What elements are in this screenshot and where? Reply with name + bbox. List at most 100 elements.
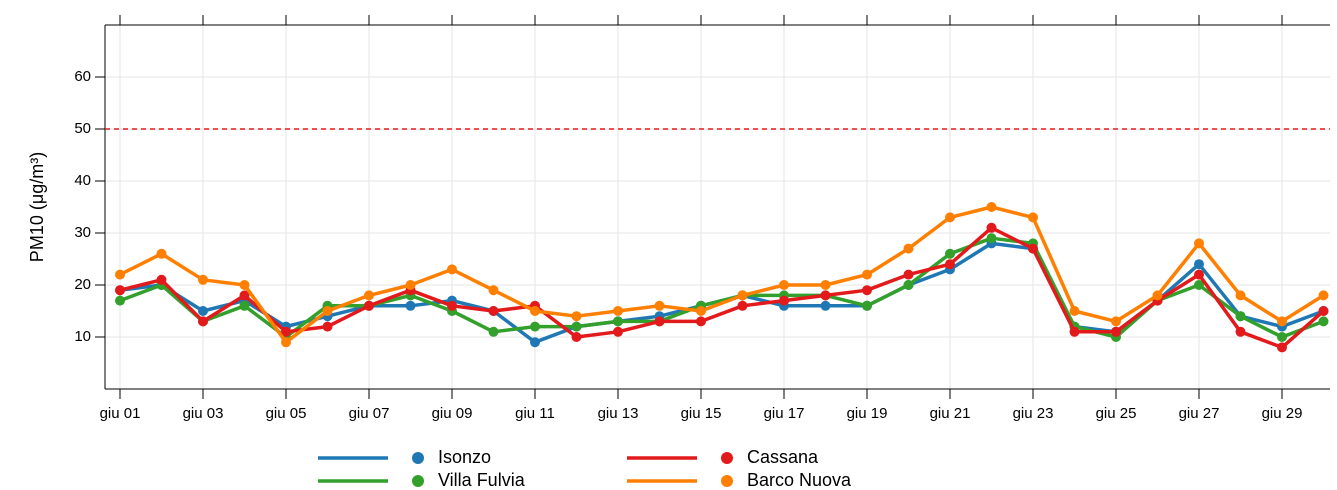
data-point — [986, 233, 997, 244]
x-tick-label: giu 17 — [764, 405, 805, 422]
legend-marker — [721, 452, 733, 464]
data-point — [1028, 243, 1038, 254]
data-point — [696, 306, 706, 316]
data-point — [488, 306, 499, 316]
data-point — [945, 212, 955, 223]
data-point — [945, 259, 955, 270]
y-tick-label: 60 — [74, 68, 91, 85]
data-point — [779, 280, 789, 290]
x-tick-label: giu 19 — [847, 405, 888, 422]
data-point — [115, 269, 125, 280]
data-point — [156, 274, 167, 285]
data-point — [239, 290, 250, 301]
y-tick-label: 50 — [74, 120, 91, 137]
series-line — [119, 236, 1325, 339]
data-point — [862, 285, 872, 296]
data-point — [1194, 259, 1204, 270]
data-point — [613, 306, 623, 316]
data-point — [654, 300, 665, 311]
legend-label: Isonzo — [438, 447, 491, 467]
data-point — [281, 337, 291, 348]
data-point — [281, 326, 291, 337]
data-point — [1277, 316, 1287, 327]
y-tick-label: 40 — [74, 172, 91, 189]
x-tick-label: giu 25 — [1096, 405, 1137, 422]
data-point — [447, 264, 457, 275]
x-tick-label: giu 15 — [681, 405, 722, 422]
data-point — [1194, 238, 1204, 249]
data-point — [903, 280, 914, 290]
legend-label: Villa Fulvia — [438, 470, 526, 490]
data-point — [820, 280, 831, 290]
data-point — [405, 280, 416, 290]
data-point — [1235, 311, 1246, 322]
data-point — [737, 290, 748, 301]
x-tick-label: giu 07 — [349, 405, 390, 422]
data-point — [737, 300, 748, 311]
data-point — [156, 248, 167, 259]
data-point — [903, 269, 914, 280]
x-tick-label: giu 03 — [183, 405, 224, 422]
x-tick-label: giu 09 — [432, 405, 473, 422]
data-point — [1318, 306, 1329, 316]
data-point — [1318, 290, 1329, 301]
x-tick-label: giu 11 — [515, 405, 555, 422]
data-point — [115, 285, 125, 296]
legend-marker — [412, 452, 424, 464]
data-point — [530, 306, 540, 316]
data-point — [364, 300, 374, 311]
y-axis-label: PM10 (μg/m³) — [27, 152, 47, 262]
data-point — [322, 321, 333, 332]
data-point — [1318, 316, 1329, 327]
data-point — [862, 269, 872, 280]
y-tick-label: 20 — [74, 276, 91, 293]
data-point — [1194, 269, 1204, 280]
data-point — [405, 300, 416, 311]
data-point — [1277, 332, 1287, 342]
data-point — [571, 332, 582, 342]
data-point — [1235, 326, 1246, 337]
x-tick-label: giu 01 — [100, 405, 141, 422]
data-point — [364, 290, 374, 301]
data-point — [779, 295, 789, 306]
data-point — [1235, 290, 1246, 301]
data-point — [488, 326, 499, 337]
data-point — [1194, 280, 1204, 290]
data-point — [239, 280, 250, 290]
y-tick-label: 30 — [74, 224, 91, 241]
data-point — [488, 285, 499, 296]
data-point — [696, 316, 706, 327]
data-point — [613, 316, 623, 327]
legend-label: Barco Nuova — [747, 470, 852, 490]
x-tick-label: giu 13 — [598, 405, 639, 422]
data-point — [447, 300, 457, 311]
data-point — [1111, 326, 1121, 337]
data-point — [945, 248, 955, 259]
data-point — [571, 311, 582, 322]
data-point — [530, 337, 540, 348]
data-point — [198, 316, 208, 327]
data-point — [530, 321, 540, 332]
data-point — [1069, 326, 1080, 337]
data-point — [1069, 306, 1080, 316]
data-point — [322, 306, 333, 316]
legend-label: Cassana — [747, 447, 819, 467]
x-tick-label: giu 21 — [930, 405, 971, 422]
legend: Isonzo Villa Fulvia Cassana Barco Nuova — [318, 447, 852, 490]
data-point — [1028, 212, 1038, 223]
data-point — [1277, 342, 1287, 353]
data-point — [862, 300, 872, 311]
data-point — [239, 300, 250, 311]
legend-marker — [721, 475, 733, 487]
series-line — [119, 226, 1325, 350]
legend-marker — [412, 475, 424, 487]
data-point — [198, 306, 208, 316]
data-point — [613, 326, 623, 337]
y-tick-label: 10 — [74, 328, 91, 345]
x-tick-label: giu 23 — [1013, 405, 1054, 422]
data-point — [654, 316, 665, 327]
data-point — [1152, 290, 1163, 301]
data-point — [986, 202, 997, 212]
data-point — [820, 290, 831, 301]
